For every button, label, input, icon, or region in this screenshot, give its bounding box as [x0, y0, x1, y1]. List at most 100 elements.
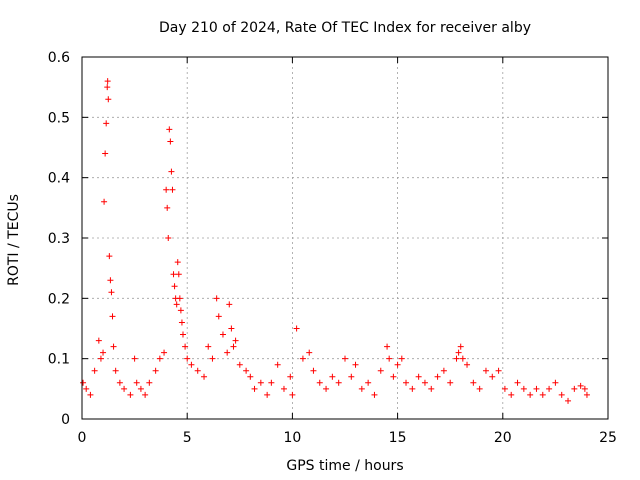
data-point: [91, 367, 98, 374]
data-point: [527, 391, 534, 398]
data-point: [455, 349, 462, 356]
data-point: [495, 367, 502, 374]
data-point: [152, 367, 159, 374]
data-point: [508, 391, 515, 398]
data-point: [335, 379, 342, 386]
data-point: [264, 391, 271, 398]
data-point: [230, 343, 237, 350]
data-point: [83, 385, 90, 392]
data-point: [310, 367, 317, 374]
data-point: [447, 379, 454, 386]
x-axis-label: GPS time / hours: [286, 458, 403, 474]
x-tick-label: 15: [389, 430, 407, 446]
data-point: [116, 379, 123, 386]
y-tick-label: 0.3: [48, 231, 70, 247]
data-point: [558, 391, 565, 398]
x-tick-label: 20: [494, 430, 512, 446]
data-point: [219, 331, 226, 338]
data-point: [440, 367, 447, 374]
data-point: [209, 355, 216, 362]
data-point: [306, 349, 313, 356]
data-point: [173, 301, 180, 308]
data-point: [167, 138, 174, 145]
x-tick-label: 0: [78, 430, 87, 446]
data-point: [95, 337, 102, 344]
data-point: [177, 307, 184, 314]
y-tick-label: 0.1: [48, 352, 70, 368]
data-point: [365, 379, 372, 386]
data-point: [289, 391, 296, 398]
data-point: [87, 391, 94, 398]
data-point: [386, 355, 393, 362]
data-point: [394, 361, 401, 368]
data-point: [329, 373, 336, 380]
data-point: [176, 295, 183, 302]
data-point: [257, 379, 264, 386]
data-point: [489, 373, 496, 380]
data-point: [565, 397, 572, 404]
y-tick-label: 0.5: [48, 110, 70, 126]
data-point: [174, 259, 181, 266]
data-point: [358, 385, 365, 392]
data-point: [482, 367, 489, 374]
data-point: [80, 379, 87, 386]
data-point: [268, 379, 275, 386]
data-point: [194, 367, 201, 374]
data-point: [434, 373, 441, 380]
data-point: [131, 355, 138, 362]
data-point: [464, 361, 471, 368]
data-point: [168, 168, 175, 175]
data-point: [501, 385, 508, 392]
data-point: [476, 385, 483, 392]
data-point: [428, 385, 435, 392]
y-tick-label: 0: [61, 412, 70, 428]
data-point: [201, 373, 208, 380]
data-point: [390, 373, 397, 380]
data-point: [577, 382, 584, 389]
data-point: [163, 186, 170, 193]
data-point: [226, 301, 233, 308]
data-point: [142, 391, 149, 398]
data-point: [169, 186, 176, 193]
y-tick-label: 0.2: [48, 291, 70, 307]
data-point: [274, 361, 281, 368]
plot-frame: [81, 56, 609, 420]
data-point: [164, 204, 171, 211]
data-point: [175, 271, 182, 278]
data-point: [415, 373, 422, 380]
data-point: [165, 235, 172, 241]
data-point: [156, 355, 163, 362]
data-point: [178, 319, 185, 326]
data-point: [533, 385, 540, 392]
data-point: [243, 367, 250, 374]
data-point: [105, 96, 112, 103]
x-tick-label: 25: [599, 430, 617, 446]
data-point: [520, 385, 527, 392]
x-tick-label: 5: [183, 430, 192, 446]
data-point: [459, 355, 466, 362]
data-point: [457, 343, 464, 350]
data-points: [80, 78, 590, 404]
data-point: [171, 283, 178, 290]
data-point: [127, 391, 134, 398]
data-point: [247, 373, 254, 380]
data-point: [403, 379, 410, 386]
data-point: [293, 325, 300, 332]
data-point: [101, 198, 108, 205]
data-point: [213, 295, 220, 302]
data-point: [251, 385, 258, 392]
data-point: [100, 349, 107, 356]
data-point: [112, 367, 119, 374]
data-point: [137, 385, 144, 392]
data-point: [166, 126, 173, 133]
data-point: [539, 391, 546, 398]
data-point: [514, 379, 521, 386]
data-point: [342, 355, 348, 362]
y-tick-label: 0.4: [48, 171, 70, 187]
data-point: [103, 120, 110, 127]
data-point: [109, 313, 116, 320]
data-point: [232, 337, 239, 344]
data-point: [184, 355, 191, 362]
data-point: [179, 331, 186, 338]
